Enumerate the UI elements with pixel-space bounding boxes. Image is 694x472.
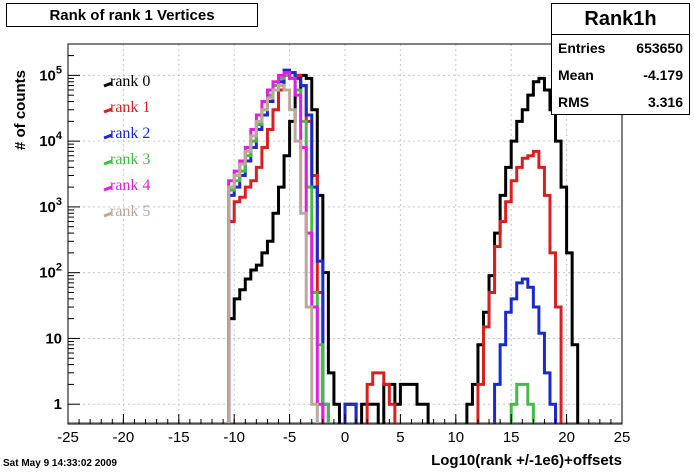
- stat-row-entries: Entries 653650: [558, 40, 683, 60]
- timestamp-footer: Sat May 9 14:33:02 2009: [3, 458, 117, 469]
- chart-title-box: Rank of rank 1 Vertices: [6, 3, 258, 27]
- x-tick-label: 10: [447, 429, 464, 446]
- stat-label: Mean: [558, 67, 594, 83]
- stats-divider: [552, 34, 689, 35]
- y-tick-label: 103: [39, 196, 62, 216]
- x-tick-label: 5: [396, 429, 404, 446]
- y-tick-label: 104: [39, 130, 63, 150]
- x-axis-label: Log10(rank +/-1e6)+offsets: [431, 452, 622, 469]
- x-tick-label: -15: [168, 429, 190, 446]
- stat-row-mean: Mean -4.179: [558, 67, 683, 87]
- stats-title: Rank1h: [584, 8, 657, 30]
- legend-swatch: [103, 185, 113, 192]
- series-rank-2: [227, 68, 558, 424]
- x-tick-label: 20: [558, 429, 575, 446]
- legend-item: rank 2: [110, 125, 150, 142]
- legend-swatch: [103, 107, 113, 114]
- chart-title: Rank of rank 1 Vertices: [49, 7, 215, 24]
- stat-row-rms: RMS 3.316: [558, 94, 683, 114]
- legend-item: rank 3: [110, 151, 150, 168]
- stat-label: RMS: [558, 94, 590, 110]
- x-tick-label: -10: [223, 429, 245, 446]
- series-rank-4: [227, 71, 325, 424]
- stat-label: Entries: [558, 40, 606, 56]
- x-tick-label: -20: [113, 429, 135, 446]
- legend-swatch: [103, 211, 113, 218]
- stats-box: Rank1h Entries 653650 Mean -4.179 RMS 3.…: [551, 3, 690, 115]
- series-rank-0: [227, 73, 580, 424]
- legend-swatch: [103, 159, 113, 166]
- legend-item: rank 5: [110, 203, 150, 220]
- legend-item: rank 0: [110, 73, 150, 90]
- legend-swatch: [103, 133, 113, 140]
- stat-value: 653650: [636, 40, 683, 56]
- legend-item: rank 1: [110, 99, 150, 116]
- x-tick-label: -25: [57, 429, 79, 446]
- y-axis-label: # of counts: [12, 69, 29, 150]
- y-tick-label: 1: [54, 396, 62, 413]
- y-tick-label: 105: [39, 64, 62, 84]
- x-tick-label: 25: [614, 429, 631, 446]
- series-rank-5: [227, 84, 319, 424]
- legend-item: rank 4: [110, 177, 150, 194]
- x-tick-label: 15: [503, 429, 520, 446]
- x-tick-label: 0: [341, 429, 349, 446]
- legend-swatch: [103, 81, 113, 88]
- y-tick-label: 102: [39, 262, 62, 282]
- stat-value: -4.179: [643, 67, 683, 83]
- y-tick-label: 10: [45, 330, 62, 347]
- x-tick-label: -5: [283, 429, 296, 446]
- stat-value: 3.316: [647, 94, 683, 110]
